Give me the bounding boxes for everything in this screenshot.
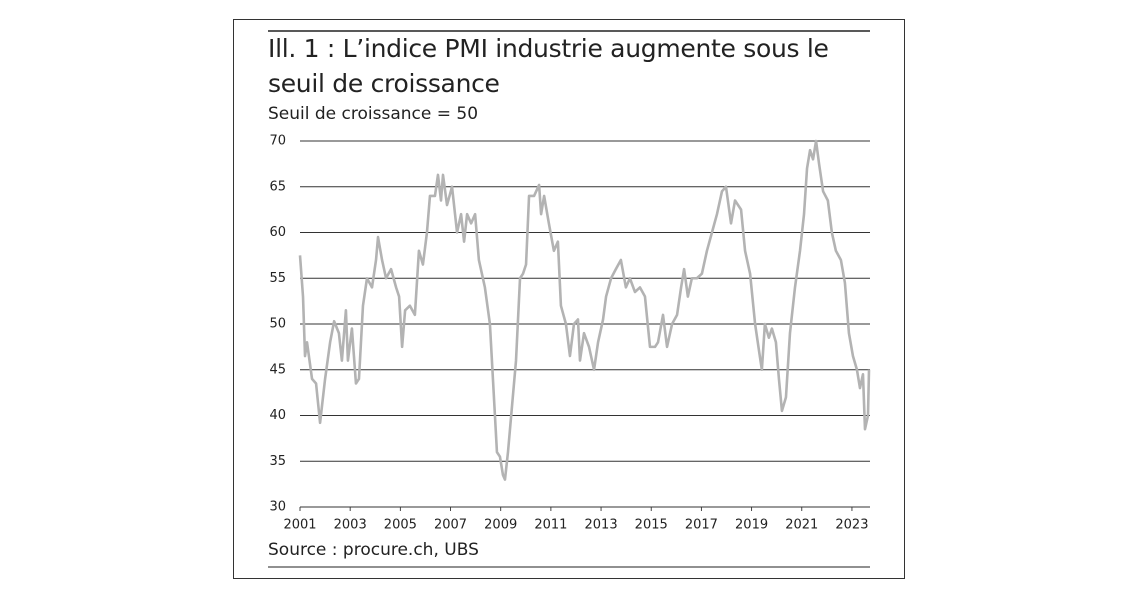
y-tick-label: 65: [269, 179, 286, 194]
x-tick-label: 2023: [835, 518, 868, 533]
y-tick-label: 40: [269, 408, 286, 423]
data-line: [298, 139, 871, 481]
y-tick-label: 60: [269, 225, 286, 240]
x-tick-label: 2011: [534, 518, 567, 533]
chart-frame: [233, 19, 905, 579]
x-tick-label: 2017: [685, 518, 718, 533]
y-tick-label: 35: [269, 454, 286, 469]
x-tick-label: 2009: [484, 518, 517, 533]
x-tick-label: 2007: [434, 518, 467, 533]
y-tick-label: 50: [269, 317, 286, 332]
chart-title: Ill. 1 : L’indice PMI industrie augmente…: [268, 34, 829, 98]
y-tick-label: 55: [269, 271, 286, 286]
chart-subtitle: Seuil de croissance = 50: [268, 104, 479, 124]
y-tick-label: 45: [269, 362, 286, 377]
x-tick-label: 2019: [735, 518, 768, 533]
x-tick-label: 2005: [384, 518, 417, 533]
x-tick-label: 2001: [283, 518, 316, 533]
x-tick-label: 2015: [635, 518, 668, 533]
x-tick-label: 2003: [334, 518, 367, 533]
y-tick-label: 30: [269, 500, 286, 515]
chart-source: Source : procure.ch, UBS: [268, 540, 479, 560]
x-tick-label: 2013: [585, 518, 618, 533]
x-tick-label: 2021: [785, 518, 818, 533]
y-tick-label: 70: [269, 134, 286, 149]
